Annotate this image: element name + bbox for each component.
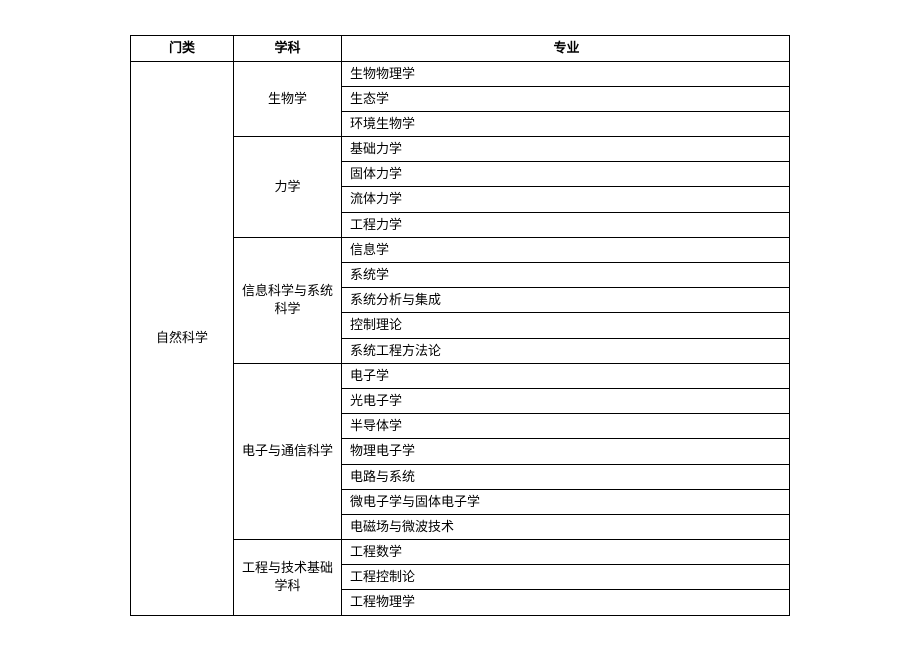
major-cell: 电子学 [342,363,790,388]
major-cell: 电磁场与微波技术 [342,514,790,539]
table-body: 自然科学生物学生物物理学生态学环境生物学力学基础力学固体力学流体力学工程力学信息… [131,61,790,615]
major-cell: 控制理论 [342,313,790,338]
major-cell: 工程控制论 [342,565,790,590]
subject-cell: 电子与通信科学 [234,363,342,539]
major-cell: 流体力学 [342,187,790,212]
major-cell: 工程物理学 [342,590,790,615]
subject-cell: 信息科学与系统科学 [234,237,342,363]
major-cell: 环境生物学 [342,111,790,136]
header-major: 专业 [342,36,790,61]
major-cell: 半导体学 [342,414,790,439]
major-cell: 生物物理学 [342,61,790,86]
header-subject: 学科 [234,36,342,61]
major-cell: 工程数学 [342,540,790,565]
subject-cell: 力学 [234,137,342,238]
major-cell: 电路与系统 [342,464,790,489]
table-row: 自然科学生物学生物物理学 [131,61,790,86]
major-cell: 物理电子学 [342,439,790,464]
major-cell: 基础力学 [342,137,790,162]
subject-cell: 生物学 [234,61,342,137]
table-header-row: 门类 学科 专业 [131,36,790,61]
major-cell: 微电子学与固体电子学 [342,489,790,514]
major-cell: 固体力学 [342,162,790,187]
subject-cell: 工程与技术基础学科 [234,540,342,616]
major-cell: 系统工程方法论 [342,338,790,363]
discipline-table: 门类 学科 专业 自然科学生物学生物物理学生态学环境生物学力学基础力学固体力学流… [130,35,790,615]
category-cell: 自然科学 [131,61,234,615]
major-cell: 光电子学 [342,388,790,413]
major-cell: 生态学 [342,86,790,111]
major-cell: 信息学 [342,237,790,262]
discipline-table-container: 门类 学科 专业 自然科学生物学生物物理学生态学环境生物学力学基础力学固体力学流… [130,35,790,615]
major-cell: 系统分析与集成 [342,288,790,313]
header-category: 门类 [131,36,234,61]
major-cell: 工程力学 [342,212,790,237]
major-cell: 系统学 [342,263,790,288]
